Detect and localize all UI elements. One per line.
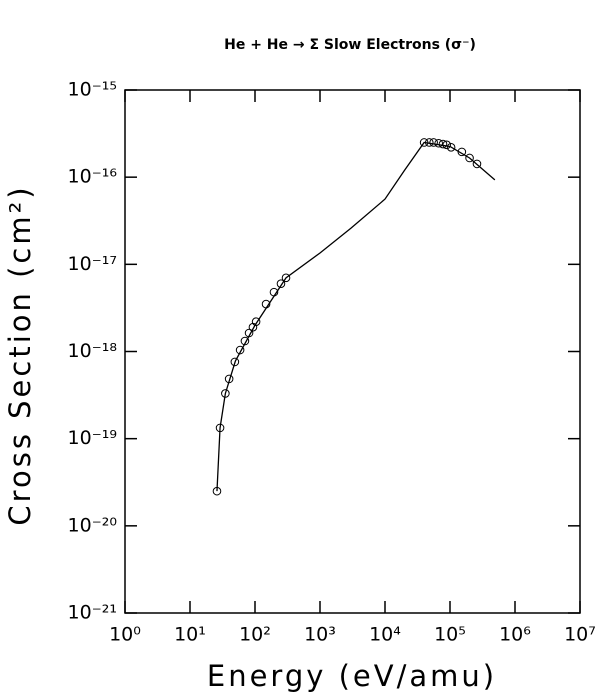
- data-point: [472, 159, 482, 169]
- data-point: [215, 423, 225, 433]
- y-tick-label: 10⁻²¹: [68, 602, 117, 624]
- chart-title: He + He → Σ Slow Electrons (σ⁻): [224, 37, 476, 53]
- x-tick-label: 10⁴: [369, 624, 401, 646]
- y-tick-label: 10⁻¹⁸: [68, 340, 117, 362]
- y-tick-label: 10⁻¹⁵: [68, 79, 117, 101]
- data-point: [429, 138, 438, 147]
- y-tick-label: 10⁻²⁰: [68, 514, 117, 536]
- x-tick-label: 10¹: [174, 624, 206, 646]
- x-tick-label: 10⁰: [109, 624, 141, 646]
- data-point: [261, 299, 271, 309]
- data-point: [244, 328, 254, 338]
- data-point: [235, 345, 245, 355]
- x-tick-label: 10⁵: [434, 624, 466, 646]
- data-point: [446, 143, 456, 152]
- x-axis-label: Energy (eV/amu): [207, 659, 497, 693]
- data-point: [251, 317, 261, 326]
- data-point: [212, 486, 222, 496]
- plot-frame: [124, 89, 581, 614]
- data-point: [230, 357, 240, 367]
- x-tick-label: 10²: [239, 624, 271, 646]
- data-point: [269, 287, 279, 297]
- x-tick-label: 10³: [304, 624, 336, 646]
- data-point: [221, 389, 230, 398]
- data-point: [457, 147, 467, 157]
- data-point: [224, 374, 234, 384]
- y-tick-label: 10⁻¹⁷: [68, 253, 117, 275]
- data-point: [438, 139, 448, 149]
- data-point: [434, 138, 443, 148]
- data-point: [276, 279, 286, 288]
- data-point: [281, 273, 291, 283]
- y-axis-label: Cross Section (cm²): [3, 184, 37, 525]
- y-tick-label: 10⁻¹⁶: [68, 166, 117, 188]
- x-tick-label: 10⁷: [564, 624, 596, 646]
- data-point: [442, 140, 452, 150]
- data-point: [419, 138, 429, 147]
- data-point: [424, 138, 434, 147]
- data-point: [465, 153, 474, 163]
- y-tick-label: 10⁻¹⁹: [68, 427, 117, 449]
- x-tick-label: 10⁶: [499, 624, 531, 646]
- fit-line: [216, 141, 496, 492]
- data-point: [240, 336, 250, 346]
